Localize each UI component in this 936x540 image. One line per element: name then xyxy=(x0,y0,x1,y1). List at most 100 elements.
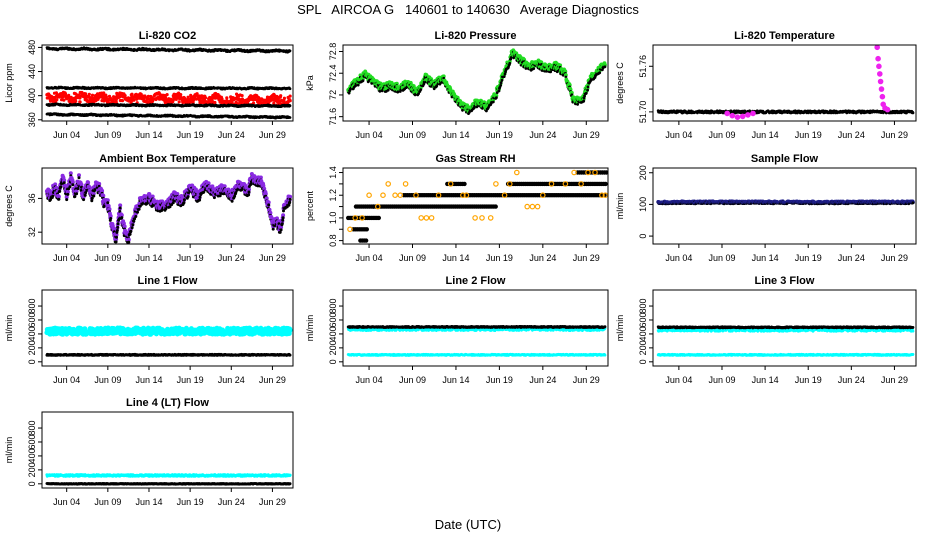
data-point xyxy=(191,98,195,102)
y-tick-label: 440 xyxy=(27,64,37,79)
data-point xyxy=(71,98,75,103)
data-point xyxy=(497,89,501,93)
data-point xyxy=(55,98,59,102)
y-tick-label: 71.6 xyxy=(328,108,338,126)
data-point xyxy=(249,96,253,100)
data-point xyxy=(884,106,891,113)
data-point xyxy=(52,98,56,102)
data-point xyxy=(139,95,143,99)
chart-title: Li-820 Pressure xyxy=(435,30,517,42)
data-point xyxy=(282,99,286,103)
data-point xyxy=(878,86,885,92)
data-point xyxy=(750,110,756,117)
data-point xyxy=(739,113,746,120)
x-tick-label: Jun 09 xyxy=(399,130,426,140)
page-title: SPL AIRCOA G 140601 to 140630 Average Di… xyxy=(297,2,639,17)
data-point xyxy=(361,79,365,83)
data-point xyxy=(218,100,222,104)
data-point xyxy=(104,95,108,99)
data-point xyxy=(356,83,360,87)
x-tick-label: Jun 19 xyxy=(795,130,822,140)
data-point xyxy=(67,99,71,103)
data-point xyxy=(285,100,289,104)
data-point xyxy=(282,96,286,100)
data-point xyxy=(288,104,292,108)
data-point xyxy=(174,97,178,101)
data-point xyxy=(183,96,187,100)
data-point xyxy=(186,95,190,99)
data-point xyxy=(603,65,607,69)
data-point xyxy=(107,94,112,98)
data-point xyxy=(262,100,266,105)
data-point xyxy=(419,88,423,91)
y-tick-label: 400 xyxy=(27,88,37,103)
data-point xyxy=(150,100,154,104)
data-point xyxy=(386,88,390,92)
data-point xyxy=(157,95,161,99)
data-point xyxy=(277,99,281,103)
data-point xyxy=(130,96,135,100)
x-tick-label: Jun 24 xyxy=(218,130,245,140)
data-point xyxy=(189,94,193,99)
data-point xyxy=(279,94,283,98)
data-point xyxy=(500,78,504,82)
data-point xyxy=(192,94,196,98)
data-point xyxy=(584,91,588,95)
y-axis-label: degrees C xyxy=(615,62,625,104)
data-point xyxy=(181,100,185,104)
x-tick-label: Jun 24 xyxy=(529,130,556,140)
y-axis-label: kPa xyxy=(305,75,315,91)
chart-points xyxy=(45,46,292,120)
data-point xyxy=(124,96,128,100)
data-point xyxy=(265,95,270,99)
data-point xyxy=(288,99,292,103)
data-point xyxy=(288,116,292,119)
data-point xyxy=(49,94,54,98)
data-point xyxy=(238,93,242,97)
chart-points xyxy=(44,171,293,244)
data-point xyxy=(288,49,292,53)
data-point xyxy=(165,93,169,97)
data-point xyxy=(229,95,233,99)
data-point xyxy=(586,85,590,89)
data-point xyxy=(268,97,272,101)
y-tick-label: 360 xyxy=(27,112,37,127)
data-point xyxy=(118,98,122,103)
data-point xyxy=(56,93,61,97)
x-tick-label: Jun 14 xyxy=(135,130,162,140)
y-axis-label: degrees C xyxy=(4,185,14,227)
y-tick-label: 72.4 xyxy=(328,64,338,82)
data-point xyxy=(499,81,503,85)
x-tick-label: Jun 19 xyxy=(486,130,513,140)
data-point xyxy=(499,84,503,87)
data-point xyxy=(495,96,498,99)
data-point xyxy=(288,94,292,98)
data-point xyxy=(90,93,95,97)
data-point xyxy=(119,92,123,96)
data-point xyxy=(745,112,751,118)
plot-frame xyxy=(41,44,294,122)
data-point xyxy=(208,95,212,100)
data-point xyxy=(90,99,94,103)
data-point xyxy=(60,98,64,102)
x-tick-label: Jun 29 xyxy=(259,130,286,140)
data-point xyxy=(256,96,260,100)
data-point xyxy=(877,78,884,85)
data-point xyxy=(211,93,216,97)
data-point xyxy=(582,99,586,103)
data-point xyxy=(491,100,495,104)
data-point xyxy=(171,98,175,102)
data-point xyxy=(177,100,181,104)
data-point xyxy=(347,91,351,95)
data-point xyxy=(100,99,104,103)
data-point xyxy=(586,88,589,92)
data-point xyxy=(129,93,133,97)
data-point xyxy=(234,100,238,104)
data-point xyxy=(87,92,91,96)
x-tick-label: Jun 14 xyxy=(442,130,469,140)
